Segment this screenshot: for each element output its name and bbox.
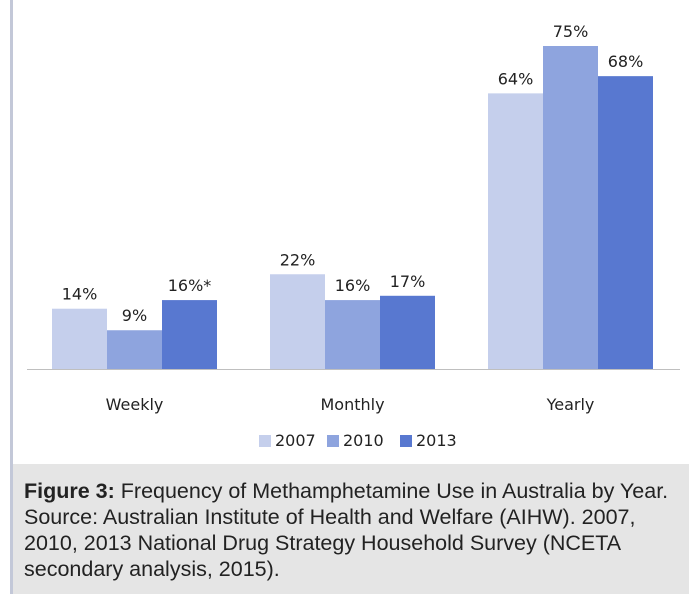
caption-box [13, 464, 689, 594]
data-label: 16%* [168, 276, 212, 295]
figure-caption: Figure 3: Frequency of Methamphetamine U… [24, 478, 679, 582]
left-rule [10, 0, 13, 594]
bar-monthly-2013 [380, 295, 435, 369]
bar-yearly-2010 [543, 46, 598, 369]
x-tick-label: Weekly [106, 395, 164, 414]
data-label: 17% [390, 272, 426, 291]
x-tick-label: Yearly [546, 395, 595, 414]
data-label: 14% [62, 285, 98, 304]
legend-swatch [259, 435, 271, 447]
chart-area: 14% 9% 16%* Weekly 22% 16% 17% Monthly 64% 75% 68%… [27, 22, 680, 450]
legend-swatch [400, 435, 412, 447]
data-label: 22% [280, 250, 316, 269]
bar-weekly-2007 [52, 308, 107, 369]
caption-text: Frequency of Methamphetamine Use in Aust… [24, 479, 669, 581]
bar-weekly-2013 [162, 300, 217, 369]
data-label: 75% [553, 22, 589, 41]
bar-yearly-2007 [488, 93, 543, 369]
legend-swatch [327, 435, 339, 447]
bar-yearly-2013 [598, 76, 653, 369]
data-label: 16% [335, 276, 371, 295]
data-label: 9% [122, 306, 147, 325]
legend-label: 2010 [343, 431, 384, 450]
caption-label: Figure 3: [24, 479, 115, 503]
legend-label: 2007 [275, 431, 316, 450]
data-label: 64% [498, 69, 534, 88]
bar-monthly-2010 [325, 300, 380, 369]
x-tick-label: Monthly [320, 395, 384, 414]
bar-weekly-2010 [107, 330, 162, 369]
bar-chart: 14% 9% 16%* Weekly 22% 16% 17% Monthly 64% 75% 68%… [27, 22, 680, 450]
bar-monthly-2007 [270, 274, 325, 369]
data-label: 68% [608, 52, 644, 71]
legend-label: 2013 [416, 431, 457, 450]
